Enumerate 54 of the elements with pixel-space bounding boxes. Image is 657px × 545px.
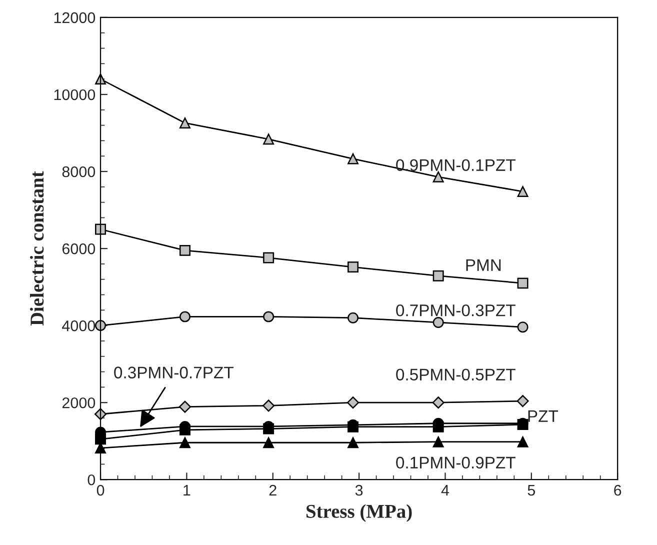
point [263,437,274,448]
point [179,424,190,436]
x-axis-title: Stress (MPa) [306,504,412,522]
point [179,437,190,448]
series-label: 0.1PMN-0.9PZT [396,456,516,469]
point [178,400,191,413]
y-tick-label: 2000 [62,397,96,408]
x-tick-label: 5 [528,485,536,496]
point [348,312,359,324]
x-tick-label: 1 [184,485,190,496]
y-tick-label: 8000 [62,166,96,178]
point [348,437,359,448]
point [346,396,360,409]
point [262,400,275,412]
point [432,396,444,409]
text: 0.3PMN-0.7PZT [114,366,234,378]
point [517,278,528,289]
y-tick-label: 6000 [62,243,96,254]
series-label: 0.9PMN-0.1PZT [396,159,516,171]
x-tick-label: 2 [269,484,276,496]
series-label: 0.5PMN-0.5PZT [396,368,516,381]
y-tick-label: 10000 [54,89,96,100]
x-tick-label: 3 [355,484,363,496]
x-tick-label: 6 [614,484,622,496]
point [432,316,444,328]
x-tick-label: 0 [96,484,104,496]
point [348,262,359,272]
point [179,311,190,322]
y-tick-label: 4000 [62,320,96,332]
series-label: 0.7PMN-0.3PZT [396,304,516,316]
point [516,395,529,408]
point [95,224,106,235]
point [432,436,444,448]
point [263,311,274,322]
point [517,186,528,198]
point [432,171,444,182]
series-label: PZT [528,410,558,422]
point [263,252,274,264]
point [263,423,274,434]
point [263,134,274,145]
point [179,244,190,256]
point [517,436,528,448]
point [348,153,359,164]
point [179,117,190,128]
point [432,270,444,282]
x-tick-label: 4 [441,485,450,496]
y-tick-label: 12000 [54,12,96,24]
point [517,322,528,333]
y-axis-title: Dielectric constant [30,171,44,326]
point [95,434,106,445]
y-tick-label: 0 [88,474,96,486]
point [95,320,106,332]
point [432,421,444,432]
series-label: PMN [466,259,501,271]
